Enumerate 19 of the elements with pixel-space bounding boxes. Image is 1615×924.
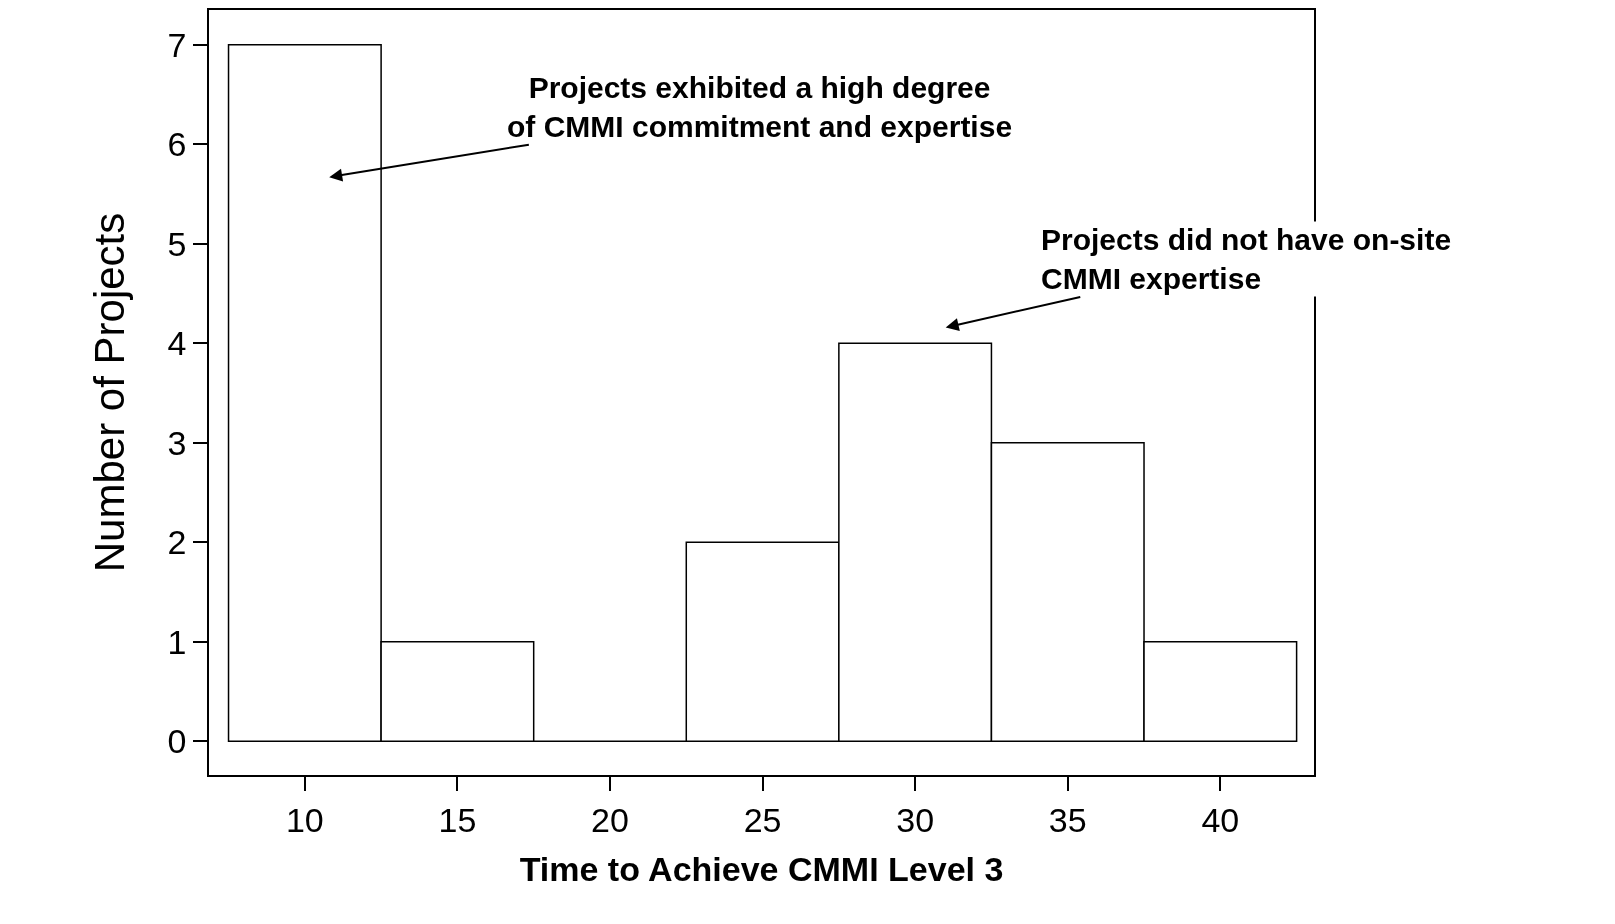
y-tick-label: 2 xyxy=(167,523,187,562)
x-tick-label: 35 xyxy=(1048,800,1087,839)
y-tick-label: 5 xyxy=(167,224,187,263)
y-tick-label: 0 xyxy=(167,722,187,761)
y-tick-label: 7 xyxy=(167,25,187,64)
x-tick-label: 40 xyxy=(1201,800,1240,839)
y-axis-title: Number of Projects xyxy=(85,212,133,573)
x-tick-label: 10 xyxy=(285,800,324,839)
y-tick-label: 3 xyxy=(167,423,187,462)
annotation: Projects exhibited a high degree of CMMI commitment and expertise xyxy=(507,71,1013,143)
x-tick-label: 30 xyxy=(896,800,935,839)
x-tick-label: 25 xyxy=(743,800,782,839)
y-tick-label: 6 xyxy=(167,125,187,164)
x-tick-label: 20 xyxy=(591,800,629,839)
x-tick-label: 15 xyxy=(438,800,477,839)
y-tick-label: 1 xyxy=(167,622,187,661)
x-axis-title: Time to Achieve CMMI Level 3 xyxy=(519,850,1004,889)
annotation: Projects did not have on-site CMMI expertise xyxy=(1041,223,1452,295)
y-tick-label: 4 xyxy=(167,324,187,363)
